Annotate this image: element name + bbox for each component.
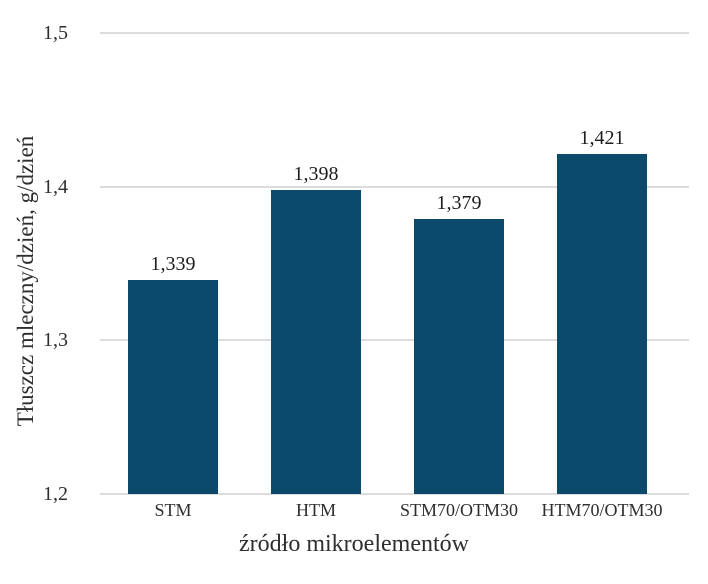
x-axis-title: źródło mikroelementów	[239, 531, 469, 557]
gridline	[100, 32, 689, 34]
y-tick-label: 1,3	[43, 329, 68, 352]
x-tick-label: STM70/OTM30	[399, 500, 518, 520]
gridline	[100, 339, 689, 342]
bar-value-label: 1,339	[150, 253, 196, 275]
bar-value-label: 1,421	[579, 127, 625, 149]
bar	[414, 219, 504, 494]
bar-value-label: 1,379	[436, 192, 482, 214]
gridline	[100, 493, 689, 495]
x-tick-label: STM	[154, 500, 192, 520]
y-tick-label: 1,2	[43, 483, 68, 505]
y-tick-label: 1,4	[43, 175, 68, 198]
bar	[128, 280, 218, 494]
bar	[271, 190, 361, 494]
gridline	[100, 185, 689, 188]
x-tick-label: HTM70/OTM30	[541, 500, 663, 520]
plot-area: 1,339 1,398 1,379 1,421	[100, 32, 689, 495]
bar	[557, 154, 647, 494]
x-tick-label: HTM	[296, 500, 336, 520]
bar-value-label: 1,398	[293, 163, 339, 185]
y-tick-label: 1,5	[43, 22, 68, 44]
